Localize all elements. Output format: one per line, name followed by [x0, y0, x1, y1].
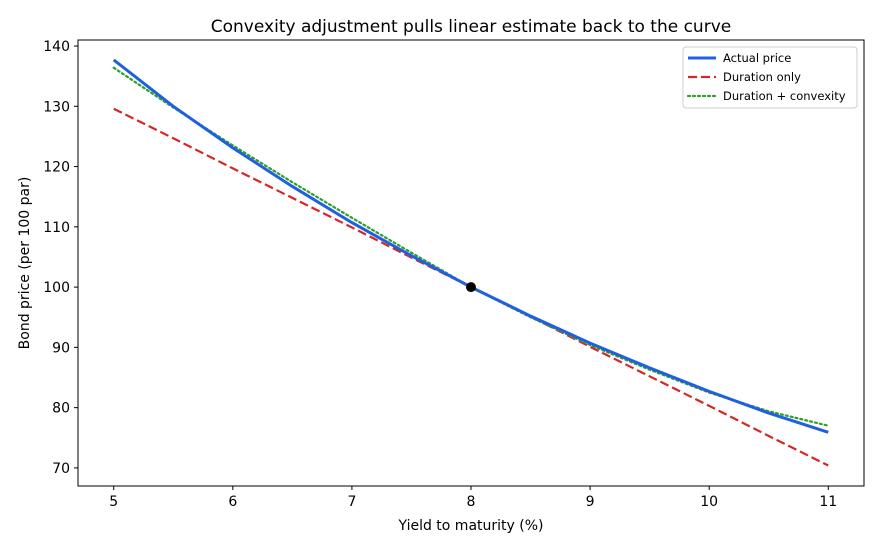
- y-tick-label: 90: [52, 340, 70, 356]
- x-tick-label: 10: [700, 494, 718, 510]
- x-tick-label: 9: [586, 494, 595, 510]
- y-tick-label: 120: [43, 160, 70, 176]
- y-axis-label: Bond price (per 100 par): [17, 177, 33, 350]
- chart-title: Convexity adjustment pulls linear estima…: [211, 17, 731, 37]
- y-tick-label: 110: [43, 220, 70, 236]
- x-axis-label: Yield to maturity (%): [398, 518, 544, 534]
- y-axis: 70 80 90 100 110 120 130 140: [43, 39, 78, 477]
- legend-label: Duration only: [723, 70, 801, 84]
- legend-box: [682, 46, 858, 109]
- y-tick-label: 70: [52, 461, 70, 477]
- series-line-duration-convexity: [112, 66, 830, 427]
- x-tick-label: 11: [819, 494, 837, 510]
- reference-point: [466, 282, 476, 293]
- x-tick-label: 8: [467, 494, 476, 510]
- series-line-actual-price: [112, 58, 829, 434]
- y-tick-label: 130: [43, 99, 70, 115]
- y-tick-label: 100: [43, 280, 70, 296]
- x-tick-label: 6: [228, 494, 237, 510]
- x-tick-label: 5: [109, 494, 118, 510]
- legend-label: Duration + convexity: [723, 89, 846, 103]
- x-axis: 5 6 7 8 9 10 11: [109, 486, 837, 510]
- legend: Actual price Duration only Duration + conv…: [682, 46, 858, 109]
- y-tick-label: 140: [43, 39, 70, 55]
- series-line-duration-only: [113, 107, 829, 467]
- x-tick-label: 7: [347, 494, 356, 510]
- y-tick-label: 80: [52, 401, 70, 417]
- legend-label: Actual price: [723, 51, 791, 65]
- series-layer: [112, 58, 830, 467]
